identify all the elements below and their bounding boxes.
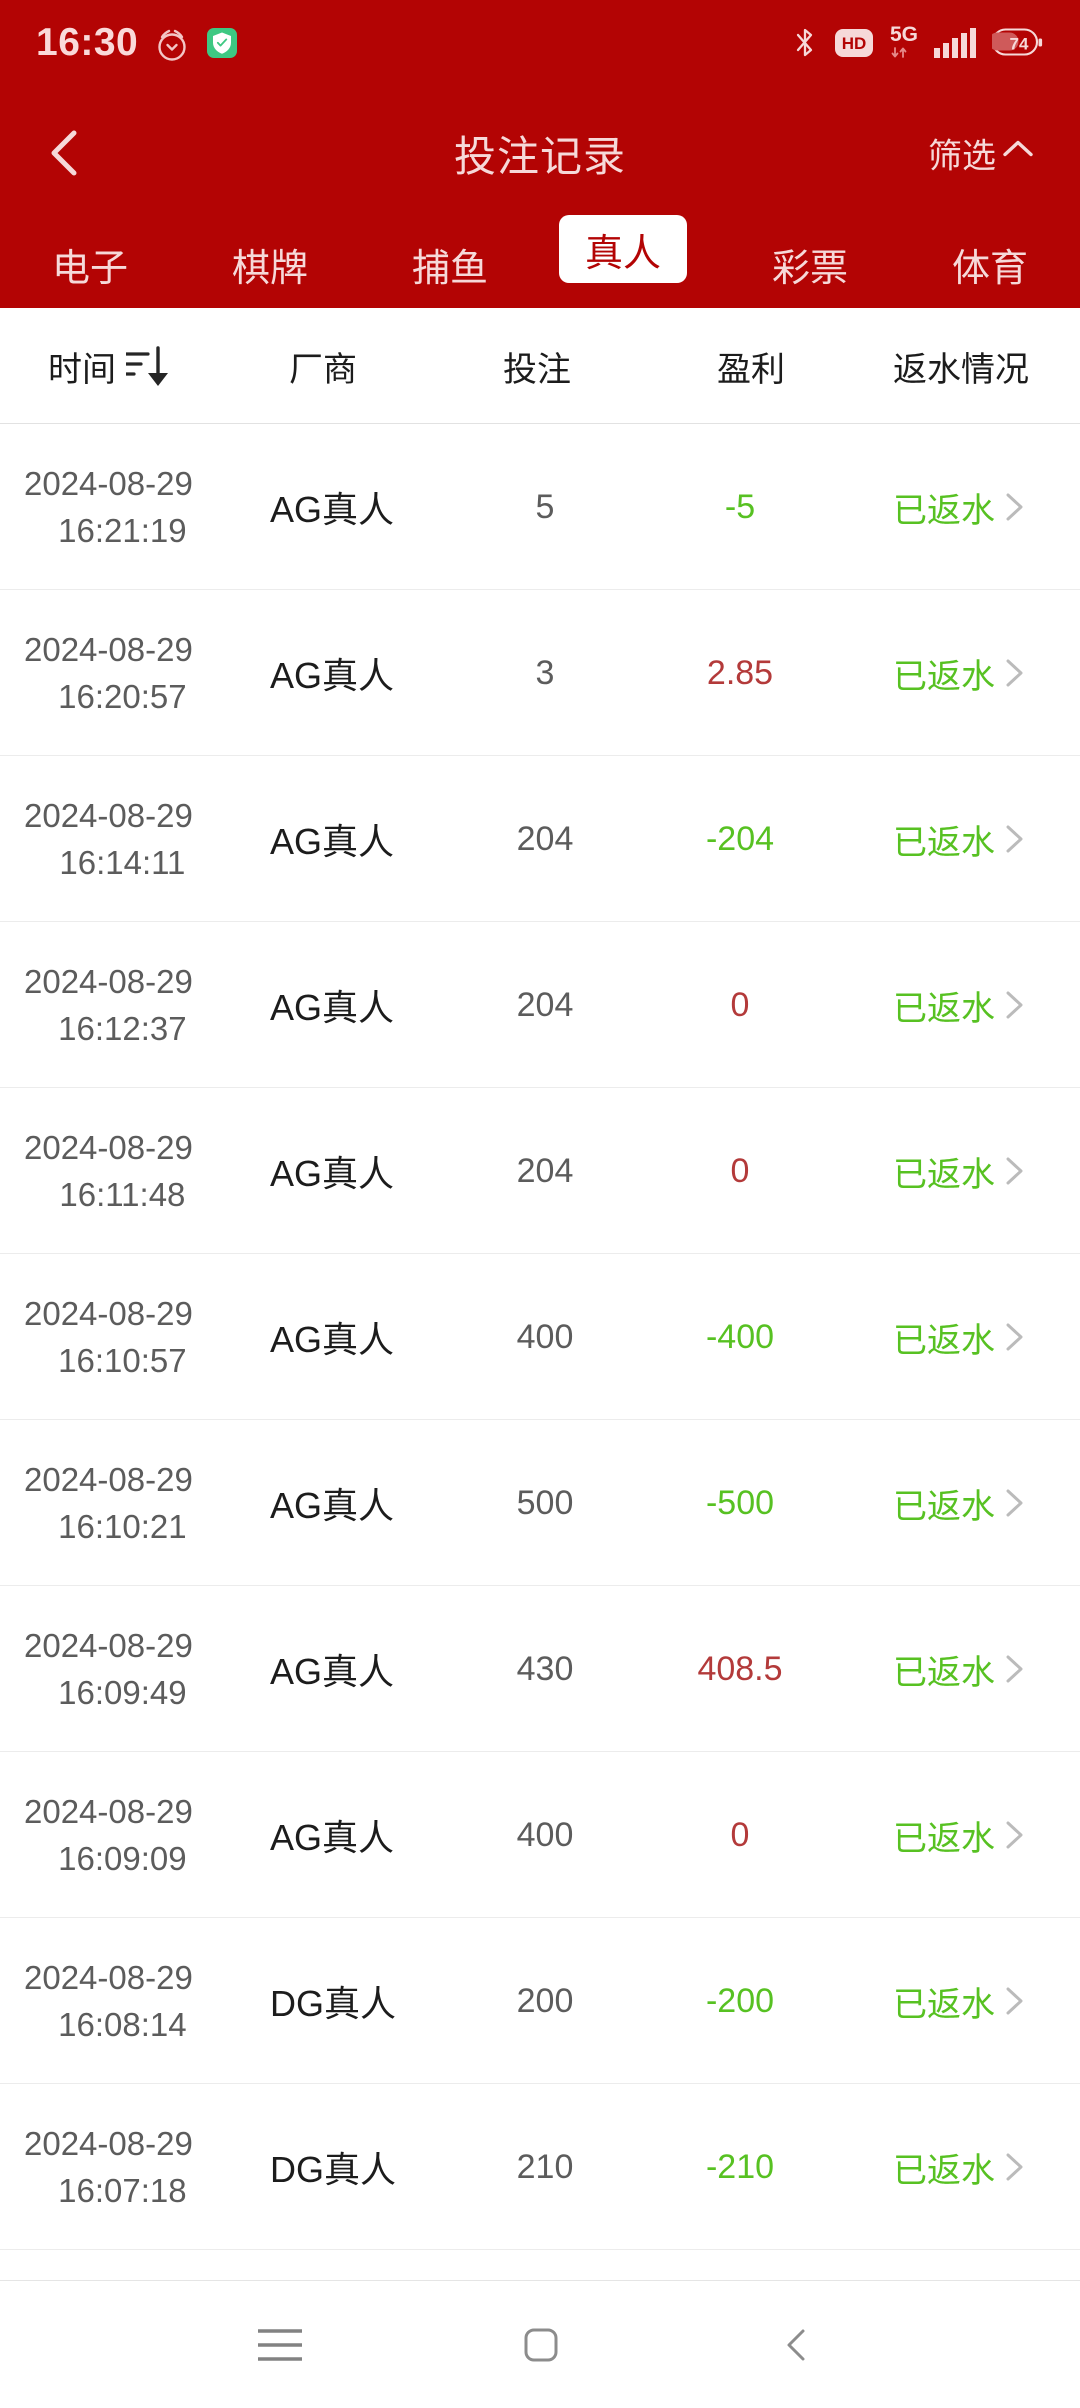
svg-text:74: 74 (1010, 35, 1029, 54)
svg-text:HD: HD (842, 34, 867, 53)
